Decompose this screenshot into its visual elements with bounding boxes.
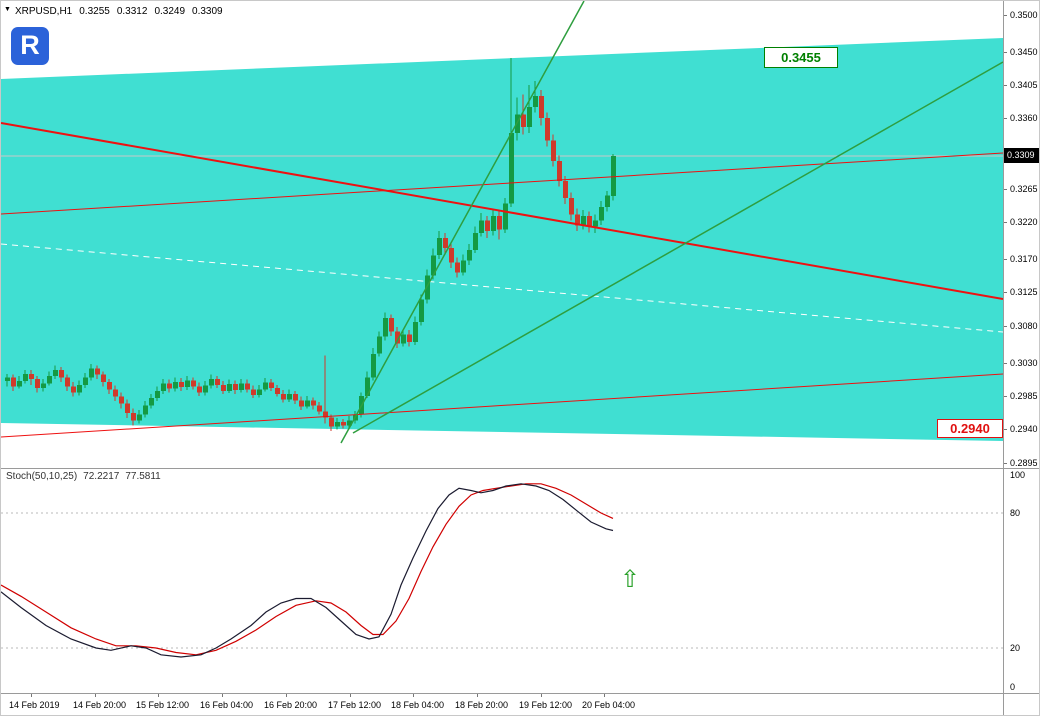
time-tick bbox=[31, 693, 32, 697]
time-axis-label: 17 Feb 12:00 bbox=[328, 700, 382, 710]
price-axis-label: 0.3360 bbox=[1010, 113, 1038, 123]
price-tick bbox=[1003, 463, 1007, 464]
current-price-tag: 0.3309 bbox=[1003, 148, 1039, 163]
stoch-axis-label: 80 bbox=[1010, 508, 1021, 518]
time-axis-label: 14 Feb 20:00 bbox=[73, 700, 127, 710]
indicator-label: Stoch(50,10,25) 72.2217 77.5811 bbox=[6, 471, 167, 482]
equidistant-channel-band bbox=[1, 38, 1003, 441]
price-tick bbox=[1003, 396, 1007, 397]
main-price-chart[interactable] bbox=[1, 1, 1003, 468]
candles-layer bbox=[5, 58, 616, 431]
price-tick bbox=[1003, 189, 1007, 190]
time-axis-label: 18 Feb 20:00 bbox=[455, 700, 509, 710]
ohlc-close-value: 0.3309 bbox=[192, 6, 223, 17]
price-tick bbox=[1003, 15, 1007, 16]
stoch-axis-label: 100 bbox=[1010, 470, 1026, 480]
time-tick bbox=[413, 693, 414, 697]
ohlc-low-value: 0.3249 bbox=[154, 6, 186, 17]
price-axis-label: 0.3080 bbox=[1010, 321, 1038, 331]
channel-median-dashed[interactable] bbox=[1, 243, 1003, 333]
time-axis-label: 19 Feb 12:00 bbox=[519, 700, 573, 710]
time-axis-label: 16 Feb 20:00 bbox=[264, 700, 318, 710]
time-axis-separator bbox=[1, 693, 1039, 694]
time-tick bbox=[604, 693, 605, 697]
time-tick bbox=[350, 693, 351, 697]
support-price-label: 0.2940 bbox=[937, 419, 1003, 438]
price-axis-label: 0.3030 bbox=[1010, 358, 1038, 368]
uptrend-shallow-line[interactable] bbox=[352, 61, 1003, 434]
channel-top-line[interactable] bbox=[1, 152, 1003, 215]
channel-bottom-line[interactable] bbox=[1, 373, 1003, 438]
price-axis-label: 0.3170 bbox=[1010, 254, 1038, 264]
time-tick bbox=[541, 693, 542, 697]
chart-title: XRPUSD,H1 0.3255 0.3312 0.3249 0.3309 bbox=[15, 6, 230, 17]
time-tick bbox=[286, 693, 287, 697]
price-axis-label: 0.3450 bbox=[1010, 47, 1038, 57]
time-axis-label: 18 Feb 04:00 bbox=[391, 700, 445, 710]
ohlc-open-value: 0.3255 bbox=[79, 6, 110, 17]
price-tick bbox=[1003, 52, 1007, 53]
stoch-axis-label: 0 bbox=[1010, 682, 1016, 692]
broker-logo: R bbox=[11, 27, 49, 65]
buy-signal-arrow-icon: ⇧ bbox=[620, 565, 640, 593]
time-tick bbox=[158, 693, 159, 697]
uptrend-steep-line[interactable] bbox=[340, 1, 585, 444]
price-axis-label: 0.2895 bbox=[1010, 458, 1038, 468]
ohlc-high-value: 0.3312 bbox=[116, 6, 148, 17]
stochastic-indicator-panel[interactable]: ⇧ bbox=[1, 468, 1003, 693]
indicator-main-value: 72.2217 bbox=[83, 471, 120, 482]
stoch-signal-line bbox=[1, 483, 614, 656]
chart-menu-arrow-icon[interactable]: ▼ bbox=[4, 6, 11, 13]
price-tick bbox=[1003, 259, 1007, 260]
price-tick bbox=[1003, 85, 1007, 86]
price-tick bbox=[1003, 326, 1007, 327]
panel-separator[interactable] bbox=[1, 468, 1039, 469]
time-axis-label: 16 Feb 04:00 bbox=[200, 700, 254, 710]
price-axis-label: 0.2940 bbox=[1010, 424, 1038, 434]
time-axis[interactable]: 14 Feb 2019 14 Feb 20:00 15 Feb 12:00 16 Fe… bbox=[1, 693, 1003, 715]
price-tick bbox=[1003, 222, 1007, 223]
indicator-name: Stoch(50,10,25) bbox=[6, 471, 78, 482]
price-axis-label: 0.3220 bbox=[1010, 217, 1038, 227]
price-axis[interactable]: 0.3500 0.3450 0.3405 0.3360 0.3265 0.3220 0.31… bbox=[1003, 1, 1039, 715]
stoch-main-line bbox=[1, 483, 614, 658]
time-axis-label: 20 Feb 04:00 bbox=[582, 700, 636, 710]
price-tick bbox=[1003, 429, 1007, 430]
price-axis-separator bbox=[1003, 1, 1004, 715]
price-tick bbox=[1003, 363, 1007, 364]
price-axis-label: 0.3265 bbox=[1010, 184, 1038, 194]
price-axis-label: 0.3500 bbox=[1010, 10, 1038, 20]
downtrend-major-line[interactable] bbox=[1, 122, 1003, 300]
time-tick bbox=[222, 693, 223, 697]
time-tick bbox=[95, 693, 96, 697]
time-axis-label: 15 Feb 12:00 bbox=[136, 700, 190, 710]
price-axis-label: 0.2985 bbox=[1010, 391, 1038, 401]
price-axis-label: 0.3405 bbox=[1010, 80, 1038, 90]
time-axis-label: 14 Feb 2019 bbox=[9, 700, 60, 710]
resistance-price-label: 0.3455 bbox=[764, 47, 838, 68]
symbol-timeframe-label: XRPUSD,H1 bbox=[15, 6, 73, 17]
price-tick bbox=[1003, 292, 1007, 293]
stoch-axis-label: 20 bbox=[1010, 643, 1021, 653]
indicator-signal-value: 77.5811 bbox=[125, 471, 161, 482]
price-tick bbox=[1003, 118, 1007, 119]
price-axis-label: 0.3125 bbox=[1010, 287, 1038, 297]
time-tick bbox=[477, 693, 478, 697]
